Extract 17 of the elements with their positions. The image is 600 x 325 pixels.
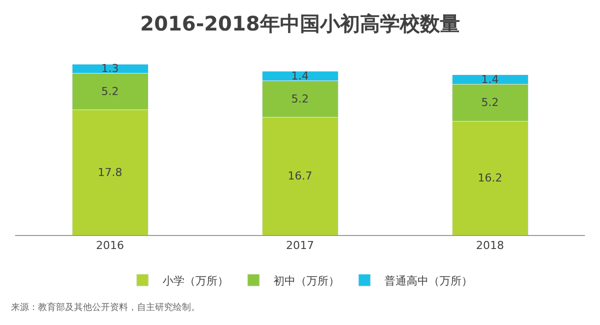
data-label: 17.8 (98, 166, 122, 179)
chart-title: 2016-2018年中国小初高学校数量 (140, 11, 460, 36)
legend-label: 普通高中（万所） (384, 274, 472, 288)
data-label: 16.2 (478, 172, 502, 184)
legend-label: 初中（万所） (274, 274, 340, 288)
data-label: 1.4 (481, 72, 499, 86)
legend-label: 小学（万所） (162, 274, 228, 288)
data-label: 1.4 (291, 69, 309, 82)
x-tick-label: 2017 (286, 239, 314, 252)
data-label: 5.2 (291, 92, 309, 106)
source-note: 来源：教育部及其他公开资料，自主研究绘制。 (11, 302, 200, 313)
data-label: 16.7 (288, 170, 312, 183)
data-label: 5.2 (481, 96, 499, 110)
x-tick-label: 2018 (476, 239, 504, 252)
x-tick-label: 2016 (96, 239, 124, 252)
data-label: 1.3 (101, 62, 119, 76)
data-label: 5.2 (101, 84, 119, 98)
